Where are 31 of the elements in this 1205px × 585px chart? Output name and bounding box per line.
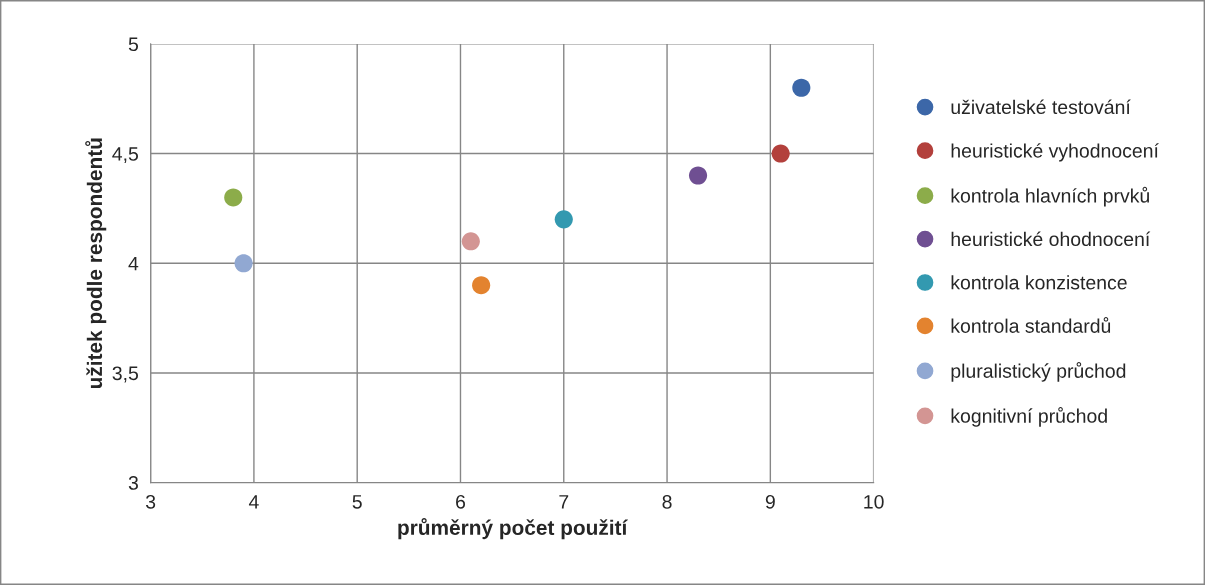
legend-label: kognitivní průchod	[951, 407, 1107, 427]
point	[688, 166, 708, 185]
point	[472, 276, 491, 295]
point	[792, 78, 811, 97]
x-tick-label: 4	[248, 495, 259, 509]
legend-label: pluralistický průchod	[951, 362, 1126, 382]
legend-label: heuristické ohodnocení	[951, 231, 1151, 247]
point	[234, 254, 253, 273]
point	[224, 188, 243, 207]
x-tick-label: 7	[559, 495, 569, 509]
legend-label: heuristické vyhodnocení	[951, 143, 1159, 162]
x-tick-label: 5	[352, 495, 362, 509]
legend-label: kontrola konzistence	[951, 275, 1127, 290]
x-tick-label: 8	[662, 494, 672, 509]
y-tick-label: 3,5	[112, 366, 139, 383]
x-tick-label: 10	[864, 494, 884, 509]
x-axis-title: průměrný počet použití	[398, 518, 628, 540]
y-tick-label: 5	[128, 37, 139, 52]
point	[461, 232, 480, 251]
legend-label: kontrola standardů	[951, 317, 1111, 333]
y-tick-label: 3	[128, 476, 138, 490]
y-tick-label: 4	[128, 256, 139, 271]
x-tick-label: 6	[456, 494, 466, 509]
point	[554, 210, 573, 229]
y-axis-title: užitek podle respondentů	[85, 138, 107, 389]
point	[771, 144, 790, 163]
legend-label: kontrola hlavních prvků	[951, 186, 1149, 207]
y-tick-label: 4,5	[112, 147, 139, 164]
legend-label: uživatelské testování	[951, 99, 1131, 115]
x-tick-label: 9	[765, 494, 775, 509]
x-tick-label: 3	[145, 494, 156, 509]
